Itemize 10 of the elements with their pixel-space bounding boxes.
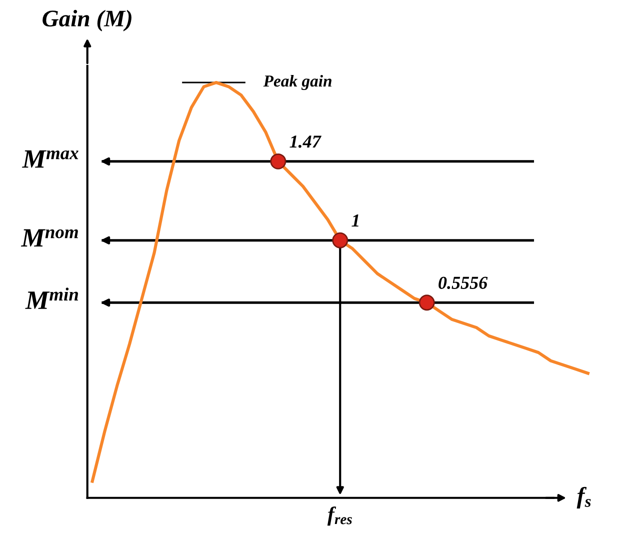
text: f$_{res}$: [327, 506, 352, 526]
ref-line-label: M$^{nom}$: [20, 229, 78, 247]
x-axis-title: f$_{s}$: [576, 486, 591, 509]
annotation: 1.47: [290, 136, 322, 148]
ref-line-label: M$^{max}$: [22, 150, 78, 168]
ref-line-label: M$^{min}$: [25, 288, 78, 309]
annotation: 0.5556: [438, 276, 488, 290]
annotation: 1: [352, 214, 358, 226]
y-axis-title: Gain (M): [42, 10, 132, 32]
annotation: Peak gain: [263, 74, 332, 90]
